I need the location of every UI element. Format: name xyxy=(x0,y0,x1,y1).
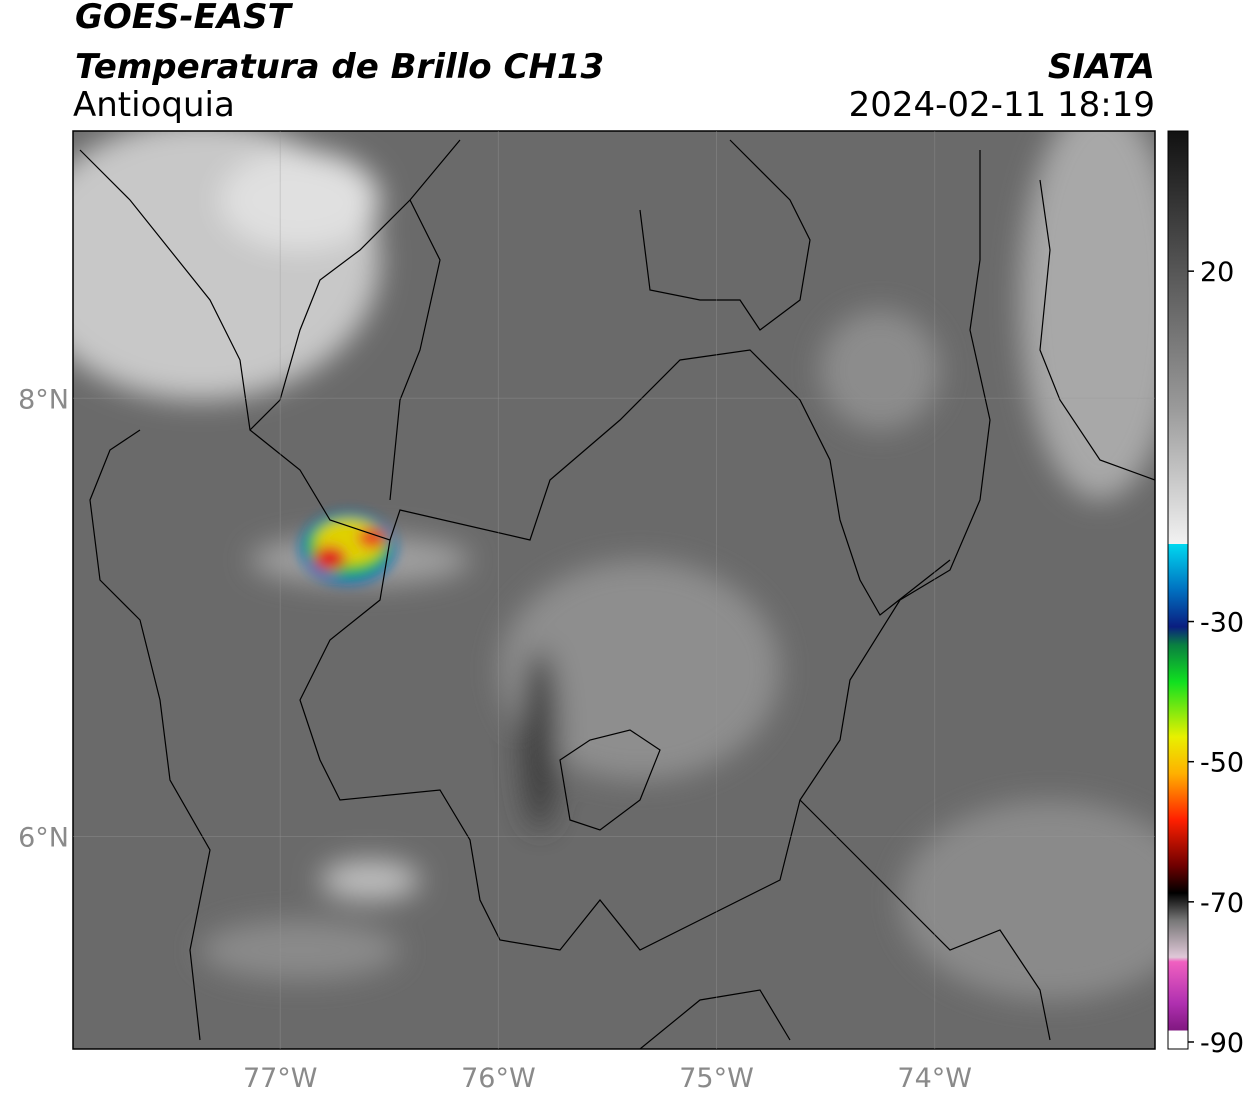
colorbar-tick-label: -70 xyxy=(1200,888,1244,919)
region: Antioquia xyxy=(73,85,235,125)
x-tick-label: 75°W xyxy=(679,1063,754,1094)
y-tick-label: 8°N xyxy=(18,384,69,415)
colorbar-tick-label: -90 xyxy=(1200,1028,1244,1059)
x-tick-label: 76°W xyxy=(461,1063,536,1094)
source: SIATA xyxy=(1048,47,1155,87)
title: GOES-EAST xyxy=(75,0,294,37)
storm xyxy=(300,512,396,584)
datetime: 2024-02-11 18:19 xyxy=(849,85,1155,125)
x-tick-label: 77°W xyxy=(243,1063,318,1094)
header: GOES-EAST Temperatura de Brillo CH13 Ant… xyxy=(73,0,1155,125)
colorbar-tick-label: 20 xyxy=(1200,257,1234,288)
colorbar-tick-label: -50 xyxy=(1200,748,1244,779)
y-tick-label: 6°N xyxy=(18,822,69,853)
map-frame xyxy=(72,130,1156,1050)
x-tick-label: 74°W xyxy=(897,1063,972,1094)
colorbar xyxy=(1167,130,1189,1050)
boundaries xyxy=(79,139,1155,1049)
subtitle: Temperatura de Brillo CH13 xyxy=(75,47,604,87)
map-image xyxy=(73,131,1155,1049)
colorbar-tick-label: -30 xyxy=(1200,608,1244,639)
